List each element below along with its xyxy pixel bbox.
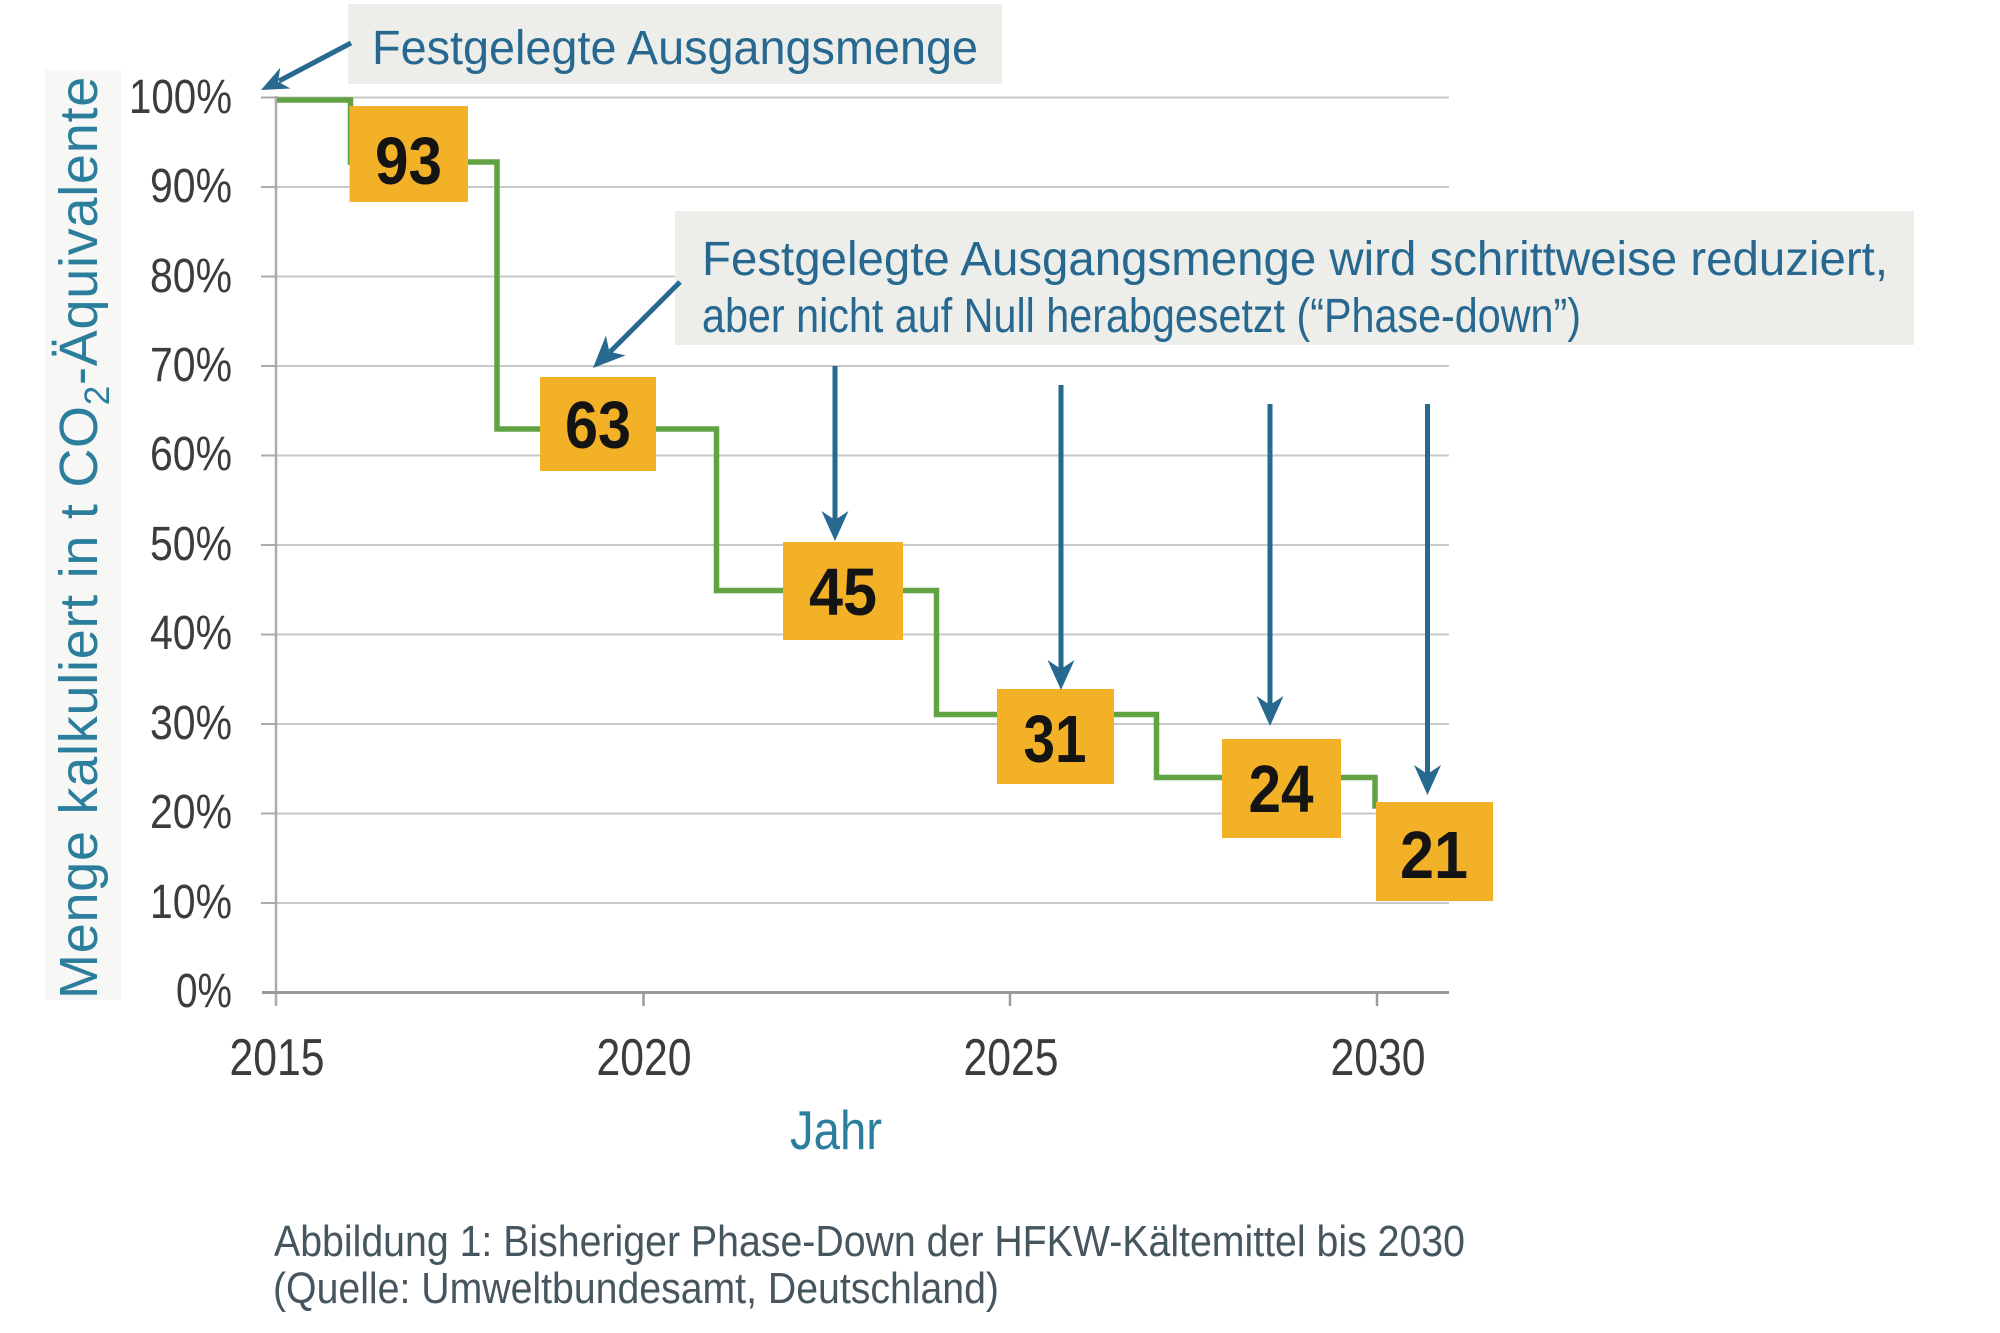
- svg-text:10%: 10%: [150, 876, 232, 929]
- svg-text:31: 31: [1024, 702, 1087, 777]
- svg-text:Festgelegte Ausgangsmenge wird: Festgelegte Ausgangsmenge wird schrittwe…: [702, 233, 1888, 286]
- svg-text:63: 63: [565, 388, 631, 463]
- svg-text:40%: 40%: [150, 607, 232, 660]
- svg-text:60%: 60%: [150, 428, 232, 481]
- svg-text:24: 24: [1249, 752, 1314, 827]
- svg-text:90%: 90%: [150, 160, 232, 213]
- svg-text:Festgelegte Ausgangsmenge: Festgelegte Ausgangsmenge: [372, 22, 978, 75]
- svg-text:100%: 100%: [129, 71, 232, 124]
- svg-text:20%: 20%: [150, 786, 232, 839]
- svg-text:2030: 2030: [1331, 1029, 1426, 1087]
- svg-text:Abbildung 1: Bisheriger Phase-: Abbildung 1: Bisheriger Phase-Down der H…: [274, 1217, 1465, 1266]
- svg-text:45: 45: [809, 555, 877, 630]
- svg-text:aber nicht auf Null herabgeset: aber nicht auf Null herabgesetzt (“Phase…: [702, 290, 1581, 343]
- svg-text:0%: 0%: [176, 965, 232, 1018]
- svg-text:70%: 70%: [150, 339, 232, 392]
- svg-text:21: 21: [1400, 818, 1468, 893]
- svg-text:(Quelle: Umweltbundesamt, Deut: (Quelle: Umweltbundesamt, Deutschland): [273, 1264, 999, 1313]
- svg-text:80%: 80%: [150, 250, 232, 303]
- svg-text:93: 93: [375, 124, 442, 199]
- svg-text:2025: 2025: [964, 1029, 1059, 1087]
- svg-text:2015: 2015: [230, 1029, 325, 1087]
- svg-text:2020: 2020: [597, 1029, 692, 1087]
- svg-text:Menge kalkuliert in t CO2-Äqui: Menge kalkuliert in t CO2-Äquivalente: [49, 76, 117, 999]
- svg-text:Jahr: Jahr: [790, 1099, 882, 1161]
- svg-text:30%: 30%: [150, 697, 232, 750]
- svg-text:50%: 50%: [150, 518, 232, 571]
